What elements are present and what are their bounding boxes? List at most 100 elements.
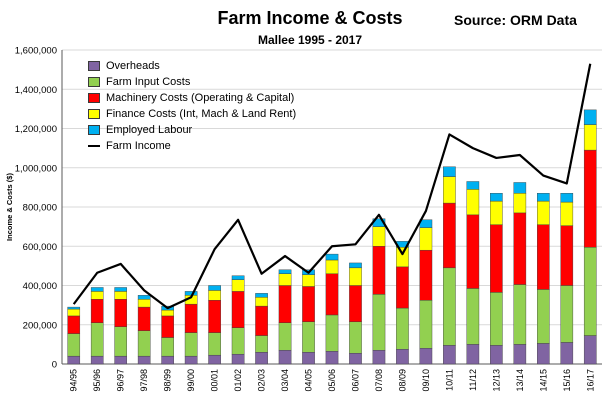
bar-overheads bbox=[349, 353, 362, 365]
bar-machinery-costs-operating-capital bbox=[443, 202, 456, 269]
bar-overheads bbox=[583, 335, 597, 365]
x-tick-label: 94/95 bbox=[69, 369, 79, 392]
bar-farm-input-costs bbox=[583, 247, 597, 336]
bar-machinery-costs-operating-capital bbox=[208, 300, 221, 333]
bar-farm-input-costs bbox=[325, 314, 339, 352]
bar-farm-input-costs bbox=[90, 322, 104, 357]
x-tick-label: 15/16 bbox=[562, 369, 572, 392]
bar-employed-labour bbox=[560, 193, 574, 203]
bar-employed-labour bbox=[583, 109, 597, 125]
bar-farm-input-costs bbox=[396, 307, 409, 350]
x-tick-label: 00/01 bbox=[210, 369, 220, 392]
bar-farm-input-costs bbox=[278, 322, 292, 351]
legend-item: Farm Income bbox=[88, 138, 296, 154]
bar-machinery-costs-operating-capital bbox=[537, 224, 550, 290]
bar-finance-costs-int-mach-land-rent bbox=[443, 176, 456, 204]
bar-employed-labour bbox=[208, 285, 221, 291]
bar-machinery-costs-operating-capital bbox=[255, 305, 268, 336]
bar-overheads bbox=[325, 351, 339, 365]
bar-farm-input-costs bbox=[255, 335, 268, 353]
bar-overheads bbox=[255, 352, 268, 365]
bar-employed-labour bbox=[466, 181, 480, 190]
chart-source: Source: ORM Data bbox=[454, 12, 577, 28]
bar-overheads bbox=[184, 355, 198, 365]
bar-overheads bbox=[490, 345, 503, 365]
bar-overheads bbox=[278, 350, 292, 365]
bar-overheads bbox=[513, 344, 527, 365]
legend-color-swatch bbox=[88, 93, 100, 103]
bar-finance-costs-int-mach-land-rent bbox=[537, 200, 550, 225]
x-tick-label: 96/97 bbox=[116, 369, 126, 392]
legend: Overheads Farm Input Costs Machinery Costs… bbox=[88, 58, 296, 154]
bar-machinery-costs-operating-capital bbox=[419, 249, 433, 301]
legend-color-swatch bbox=[88, 125, 100, 135]
legend-label: Finance Costs (Int, Mach & Land Rent) bbox=[106, 108, 297, 120]
bar-finance-costs-int-mach-land-rent bbox=[137, 299, 151, 308]
bar-overheads bbox=[231, 353, 245, 365]
x-tick-label: 01/02 bbox=[233, 369, 243, 392]
bar-overheads bbox=[372, 350, 386, 365]
bar-overheads bbox=[302, 352, 315, 365]
legend-item: Employed Labour bbox=[88, 122, 296, 138]
y-tick-label: 200,000 bbox=[23, 320, 57, 331]
x-tick-label: 95/96 bbox=[92, 369, 102, 392]
legend-item: Farm Input Costs bbox=[88, 74, 296, 90]
bar-finance-costs-int-mach-land-rent bbox=[419, 227, 433, 251]
x-tick-label: 08/09 bbox=[397, 369, 407, 392]
x-tick-label: 98/99 bbox=[163, 369, 173, 392]
legend-color-swatch bbox=[88, 77, 100, 87]
bar-machinery-costs-operating-capital bbox=[90, 299, 104, 323]
bar-overheads bbox=[537, 343, 550, 365]
bar-farm-input-costs bbox=[372, 294, 386, 351]
x-tick-label: 07/08 bbox=[374, 369, 384, 392]
bar-overheads bbox=[443, 345, 456, 365]
bar-employed-labour bbox=[184, 291, 198, 296]
bar-machinery-costs-operating-capital bbox=[67, 315, 81, 334]
y-tick-label: 1,000,000 bbox=[15, 163, 57, 174]
legend-item: Finance Costs (Int, Mach & Land Rent) bbox=[88, 106, 296, 122]
bar-farm-input-costs bbox=[490, 292, 503, 346]
x-tick-label: 03/04 bbox=[280, 369, 290, 392]
legend-label: Farm Input Costs bbox=[106, 76, 191, 88]
x-tick-label: 13/14 bbox=[515, 369, 525, 392]
bar-employed-labour bbox=[537, 193, 550, 202]
bar-overheads bbox=[208, 354, 221, 365]
bar-machinery-costs-operating-capital bbox=[325, 273, 339, 316]
legend-label: Overheads bbox=[106, 60, 160, 72]
x-tick-label: 11/12 bbox=[468, 369, 478, 391]
bar-employed-labour bbox=[513, 182, 527, 194]
bar-farm-input-costs bbox=[208, 332, 221, 356]
bar-machinery-costs-operating-capital bbox=[513, 212, 527, 285]
bar-machinery-costs-operating-capital bbox=[114, 299, 127, 327]
bar-overheads bbox=[466, 344, 480, 365]
bar-finance-costs-int-mach-land-rent bbox=[349, 267, 362, 286]
bar-overheads bbox=[90, 355, 104, 365]
x-tick-label: 06/07 bbox=[350, 369, 360, 392]
bar-overheads bbox=[396, 349, 409, 365]
x-tick-label: 09/10 bbox=[421, 369, 431, 392]
bar-finance-costs-int-mach-land-rent bbox=[560, 201, 574, 226]
bar-machinery-costs-operating-capital bbox=[184, 303, 198, 333]
bar-employed-labour bbox=[325, 253, 339, 261]
bar-machinery-costs-operating-capital bbox=[137, 306, 151, 331]
y-tick-label: 800,000 bbox=[23, 203, 57, 214]
bar-farm-input-costs bbox=[161, 337, 174, 357]
bar-farm-input-costs bbox=[419, 300, 433, 349]
bar-machinery-costs-operating-capital bbox=[490, 224, 503, 293]
bar-finance-costs-int-mach-land-rent bbox=[255, 297, 268, 307]
bar-machinery-costs-operating-capital bbox=[583, 149, 597, 248]
legend-item: Overheads bbox=[88, 58, 296, 74]
bar-finance-costs-int-mach-land-rent bbox=[583, 124, 597, 151]
x-tick-label: 02/03 bbox=[257, 369, 267, 392]
legend-item: Machinery Costs (Operating & Capital) bbox=[88, 90, 296, 106]
bar-employed-labour bbox=[90, 287, 104, 292]
bar-finance-costs-int-mach-land-rent bbox=[90, 291, 104, 300]
bar-farm-input-costs bbox=[513, 284, 527, 345]
bar-machinery-costs-operating-capital bbox=[560, 225, 574, 286]
y-tick-label: 600,000 bbox=[23, 242, 57, 253]
bar-machinery-costs-operating-capital bbox=[231, 291, 245, 328]
legend-color-swatch bbox=[88, 109, 100, 119]
x-tick-label: 97/98 bbox=[139, 369, 149, 392]
